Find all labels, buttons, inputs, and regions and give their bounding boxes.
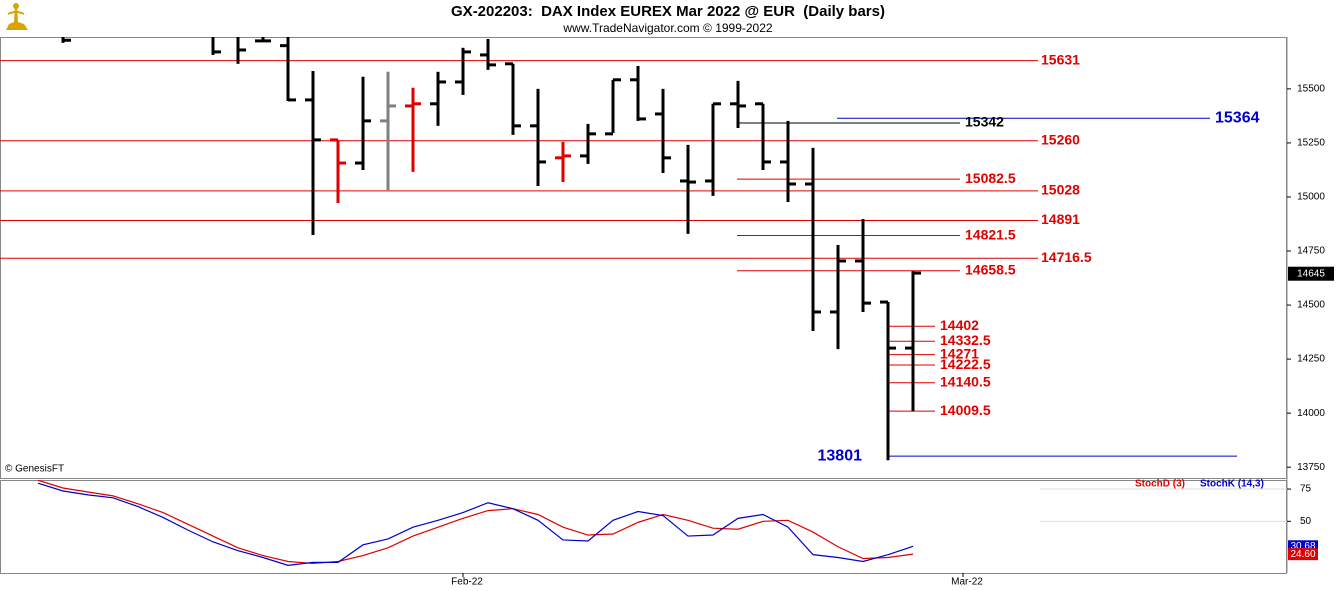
level-label: 14891 xyxy=(1041,211,1080,227)
legend-label: StochD (3) xyxy=(1135,479,1185,490)
stoch-line xyxy=(37,482,914,566)
chart-subtitle: www.TradeNavigator.com © 1999-2022 xyxy=(562,21,772,35)
level-label: 14402 xyxy=(940,317,979,333)
level-label: 14332.5 xyxy=(940,332,991,348)
y-tick-label: 14750 xyxy=(1297,246,1325,257)
x-tick-label: Feb-22 xyxy=(451,577,483,588)
y-tick-label: 15000 xyxy=(1297,192,1325,203)
last-price-box xyxy=(1288,266,1334,281)
x-tick-label: Mar-22 xyxy=(951,577,983,588)
level-label: 15364 xyxy=(1215,110,1260,127)
y-tick-label: 14000 xyxy=(1297,408,1325,419)
level-label: 14716.5 xyxy=(1041,249,1092,265)
level-label: 14658.5 xyxy=(965,261,1016,277)
source-label: © GenesisFT xyxy=(5,464,64,475)
y-tick-label: 14250 xyxy=(1297,354,1325,365)
stoch-line xyxy=(37,480,914,565)
legend-label: StochK (14,3) xyxy=(1200,479,1264,490)
last-value-label: 30.68 xyxy=(1290,541,1315,552)
level-label: 13801 xyxy=(818,447,863,464)
level-label: 14009.5 xyxy=(940,402,991,418)
chart-title: GX-202203: DAX Index EUREX Mar 2022 @ EU… xyxy=(451,3,885,20)
stoch-panel xyxy=(0,480,1287,574)
y-tick-label: 13750 xyxy=(1297,462,1325,473)
y-tick-label: 50 xyxy=(1300,516,1312,527)
level-label: 15342 xyxy=(965,114,1004,130)
level-label: 15631 xyxy=(1041,51,1080,67)
last-value-label: 24.60 xyxy=(1290,549,1315,560)
last-value-box xyxy=(1288,548,1318,561)
stoch-marks xyxy=(37,480,914,566)
level-label: 15260 xyxy=(1041,131,1080,147)
level-label: 15082.5 xyxy=(965,170,1016,186)
y-tick-label: 15500 xyxy=(1297,84,1325,95)
level-label: 14140.5 xyxy=(940,373,991,389)
level-label: 14222.5 xyxy=(940,356,991,372)
price-marks xyxy=(0,37,1237,461)
y-tick-label: 75 xyxy=(1300,484,1312,495)
level-label: 14271 xyxy=(940,345,979,361)
level-label: 14821.5 xyxy=(965,226,1016,242)
y-tick-label: 15250 xyxy=(1297,138,1325,149)
last-price-label: 14645 xyxy=(1297,268,1325,279)
logo xyxy=(6,3,28,30)
level-label: 15028 xyxy=(1041,182,1080,198)
y-tick-label: 14500 xyxy=(1297,300,1325,311)
